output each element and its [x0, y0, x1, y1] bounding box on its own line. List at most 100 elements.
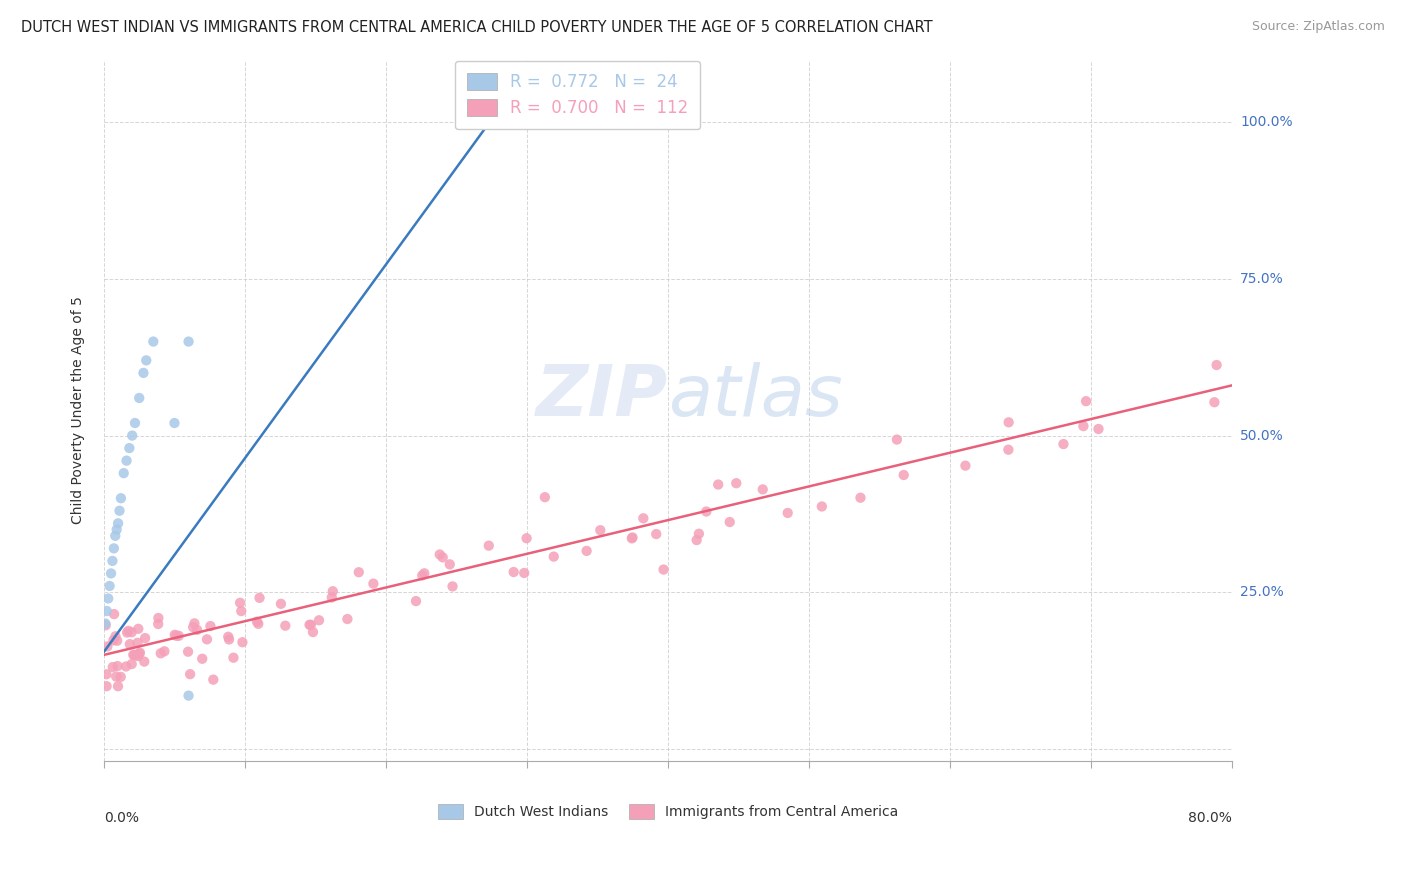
- Point: [149, 646, 172, 660]
- Point: [347, 566, 370, 580]
- Point: [439, 558, 461, 572]
- Point: [707, 477, 730, 491]
- Point: [322, 584, 344, 599]
- Point: [118, 637, 141, 651]
- Point: [502, 565, 524, 579]
- Point: [1074, 394, 1097, 409]
- Point: [751, 483, 773, 497]
- Point: [115, 625, 138, 640]
- Point: [181, 620, 204, 634]
- Point: [413, 566, 436, 581]
- Text: ZIP: ZIP: [536, 362, 668, 431]
- Point: [127, 622, 149, 636]
- Point: [849, 491, 872, 505]
- Point: [107, 516, 129, 531]
- Point: [103, 633, 125, 648]
- Point: [105, 633, 128, 648]
- Point: [105, 669, 128, 683]
- Point: [97, 591, 120, 606]
- Text: 100.0%: 100.0%: [1240, 115, 1292, 129]
- Point: [183, 616, 205, 631]
- Point: [96, 604, 118, 618]
- Point: [96, 667, 118, 681]
- Point: [134, 655, 156, 669]
- Point: [1204, 395, 1226, 409]
- Point: [621, 531, 644, 545]
- Point: [274, 618, 297, 632]
- Point: [195, 632, 218, 647]
- Point: [121, 657, 143, 671]
- Point: [96, 679, 118, 693]
- Point: [103, 607, 125, 621]
- Point: [405, 594, 427, 608]
- Point: [620, 532, 643, 546]
- Point: [153, 644, 176, 658]
- Point: [100, 566, 122, 581]
- Point: [118, 441, 141, 455]
- Point: [1403, 115, 1406, 129]
- Point: [589, 523, 612, 537]
- Point: [997, 442, 1019, 457]
- Point: [302, 625, 325, 640]
- Point: [177, 334, 200, 349]
- Point: [218, 632, 240, 647]
- Point: [411, 568, 433, 582]
- Point: [125, 648, 148, 662]
- Point: [652, 563, 675, 577]
- Point: [429, 548, 451, 562]
- Point: [1073, 419, 1095, 434]
- Text: 75.0%: 75.0%: [1240, 272, 1284, 286]
- Point: [124, 416, 146, 430]
- Point: [1277, 115, 1299, 129]
- Point: [200, 619, 222, 633]
- Point: [298, 617, 321, 632]
- Point: [336, 612, 359, 626]
- Point: [955, 458, 977, 473]
- Point: [432, 550, 454, 565]
- Point: [177, 689, 200, 703]
- Point: [231, 604, 253, 618]
- Legend: Dutch West Indians, Immigrants from Central America: Dutch West Indians, Immigrants from Cent…: [432, 798, 904, 824]
- Point: [94, 616, 117, 631]
- Point: [363, 576, 385, 591]
- Text: 0.0%: 0.0%: [104, 811, 139, 824]
- Text: atlas: atlas: [668, 362, 842, 431]
- Point: [112, 466, 135, 480]
- Point: [128, 391, 150, 405]
- Point: [105, 523, 128, 537]
- Point: [534, 490, 557, 504]
- Point: [110, 491, 132, 506]
- Point: [122, 648, 145, 662]
- Point: [249, 591, 271, 605]
- Point: [177, 645, 200, 659]
- Point: [115, 453, 138, 467]
- Point: [718, 515, 741, 529]
- Point: [1052, 437, 1074, 451]
- Point: [308, 613, 330, 627]
- Point: [94, 618, 117, 632]
- Point: [127, 649, 149, 664]
- Point: [110, 670, 132, 684]
- Point: [575, 544, 598, 558]
- Y-axis label: Child Poverty Under the Age of 5: Child Poverty Under the Age of 5: [72, 296, 86, 524]
- Point: [98, 579, 121, 593]
- Point: [148, 611, 170, 625]
- Point: [1375, 115, 1398, 129]
- Point: [776, 506, 799, 520]
- Point: [167, 629, 190, 643]
- Point: [633, 511, 655, 525]
- Point: [163, 628, 186, 642]
- Point: [129, 646, 152, 660]
- Point: [163, 416, 186, 430]
- Point: [104, 529, 127, 543]
- Point: [488, 103, 510, 117]
- Point: [96, 640, 118, 654]
- Point: [124, 648, 146, 662]
- Point: [270, 597, 292, 611]
- Point: [246, 615, 269, 629]
- Point: [107, 659, 129, 673]
- Point: [107, 679, 129, 693]
- Point: [513, 566, 536, 580]
- Point: [127, 636, 149, 650]
- Point: [186, 623, 208, 637]
